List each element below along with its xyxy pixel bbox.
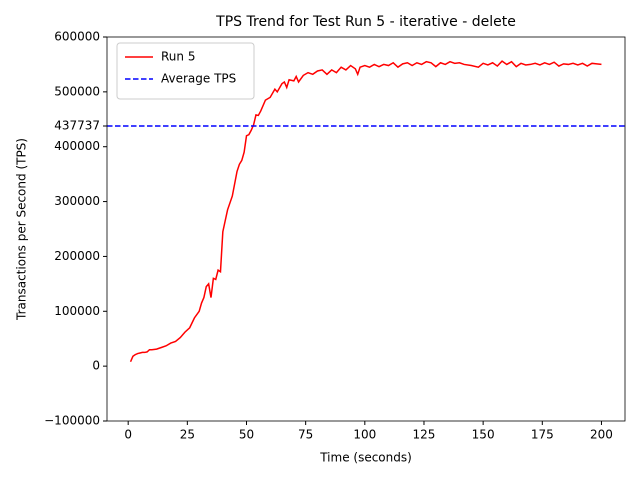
y-tick-label: −100000 xyxy=(44,414,100,428)
x-tick-label: 125 xyxy=(413,428,436,442)
x-tick-label: 50 xyxy=(239,428,254,442)
line-series xyxy=(129,60,602,363)
x-axis-label: Time (seconds) xyxy=(319,451,412,465)
chart-title: TPS Trend for Test Run 5 - iterative - d… xyxy=(215,14,516,30)
x-tick-label: 200 xyxy=(590,428,613,442)
y-tick-label: 437737 xyxy=(54,119,100,133)
x-tick-label: 25 xyxy=(180,428,195,442)
x-tick-label: 75 xyxy=(298,428,313,442)
y-tick-label: 600000 xyxy=(54,30,100,44)
x-tick-label: 0 xyxy=(124,428,132,442)
x-tick-label: 175 xyxy=(531,428,554,442)
legend-label: Average TPS xyxy=(161,72,236,86)
y-tick-label: 500000 xyxy=(54,84,100,98)
legend-label: Run 5 xyxy=(161,50,195,64)
x-tick-label: 150 xyxy=(472,428,495,442)
y-tick-label: 0 xyxy=(92,359,100,373)
y-tick-label: 300000 xyxy=(54,194,100,208)
plot-frame xyxy=(106,36,626,422)
y-tick-label: 200000 xyxy=(54,249,100,263)
x-tick-label: 100 xyxy=(353,428,376,442)
y-tick-label: 400000 xyxy=(54,139,100,153)
y-tick-label: 100000 xyxy=(54,304,100,318)
y-axis-label: Transactions per Second (TPS) xyxy=(15,138,29,321)
